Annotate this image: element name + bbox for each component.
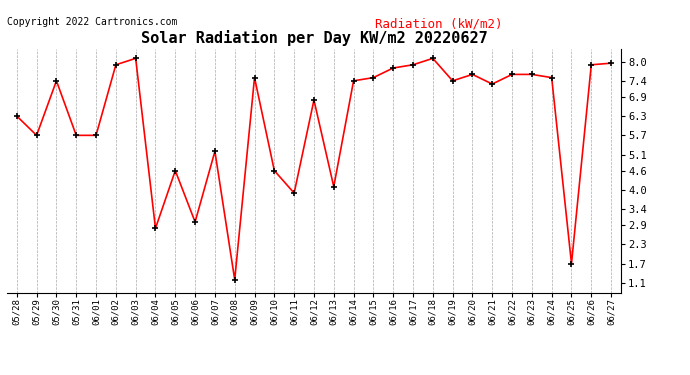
Text: Copyright 2022 Cartronics.com: Copyright 2022 Cartronics.com (7, 17, 177, 27)
Title: Solar Radiation per Day KW/m2 20220627: Solar Radiation per Day KW/m2 20220627 (141, 30, 487, 46)
Text: Radiation (kW/m2): Radiation (kW/m2) (375, 17, 503, 30)
